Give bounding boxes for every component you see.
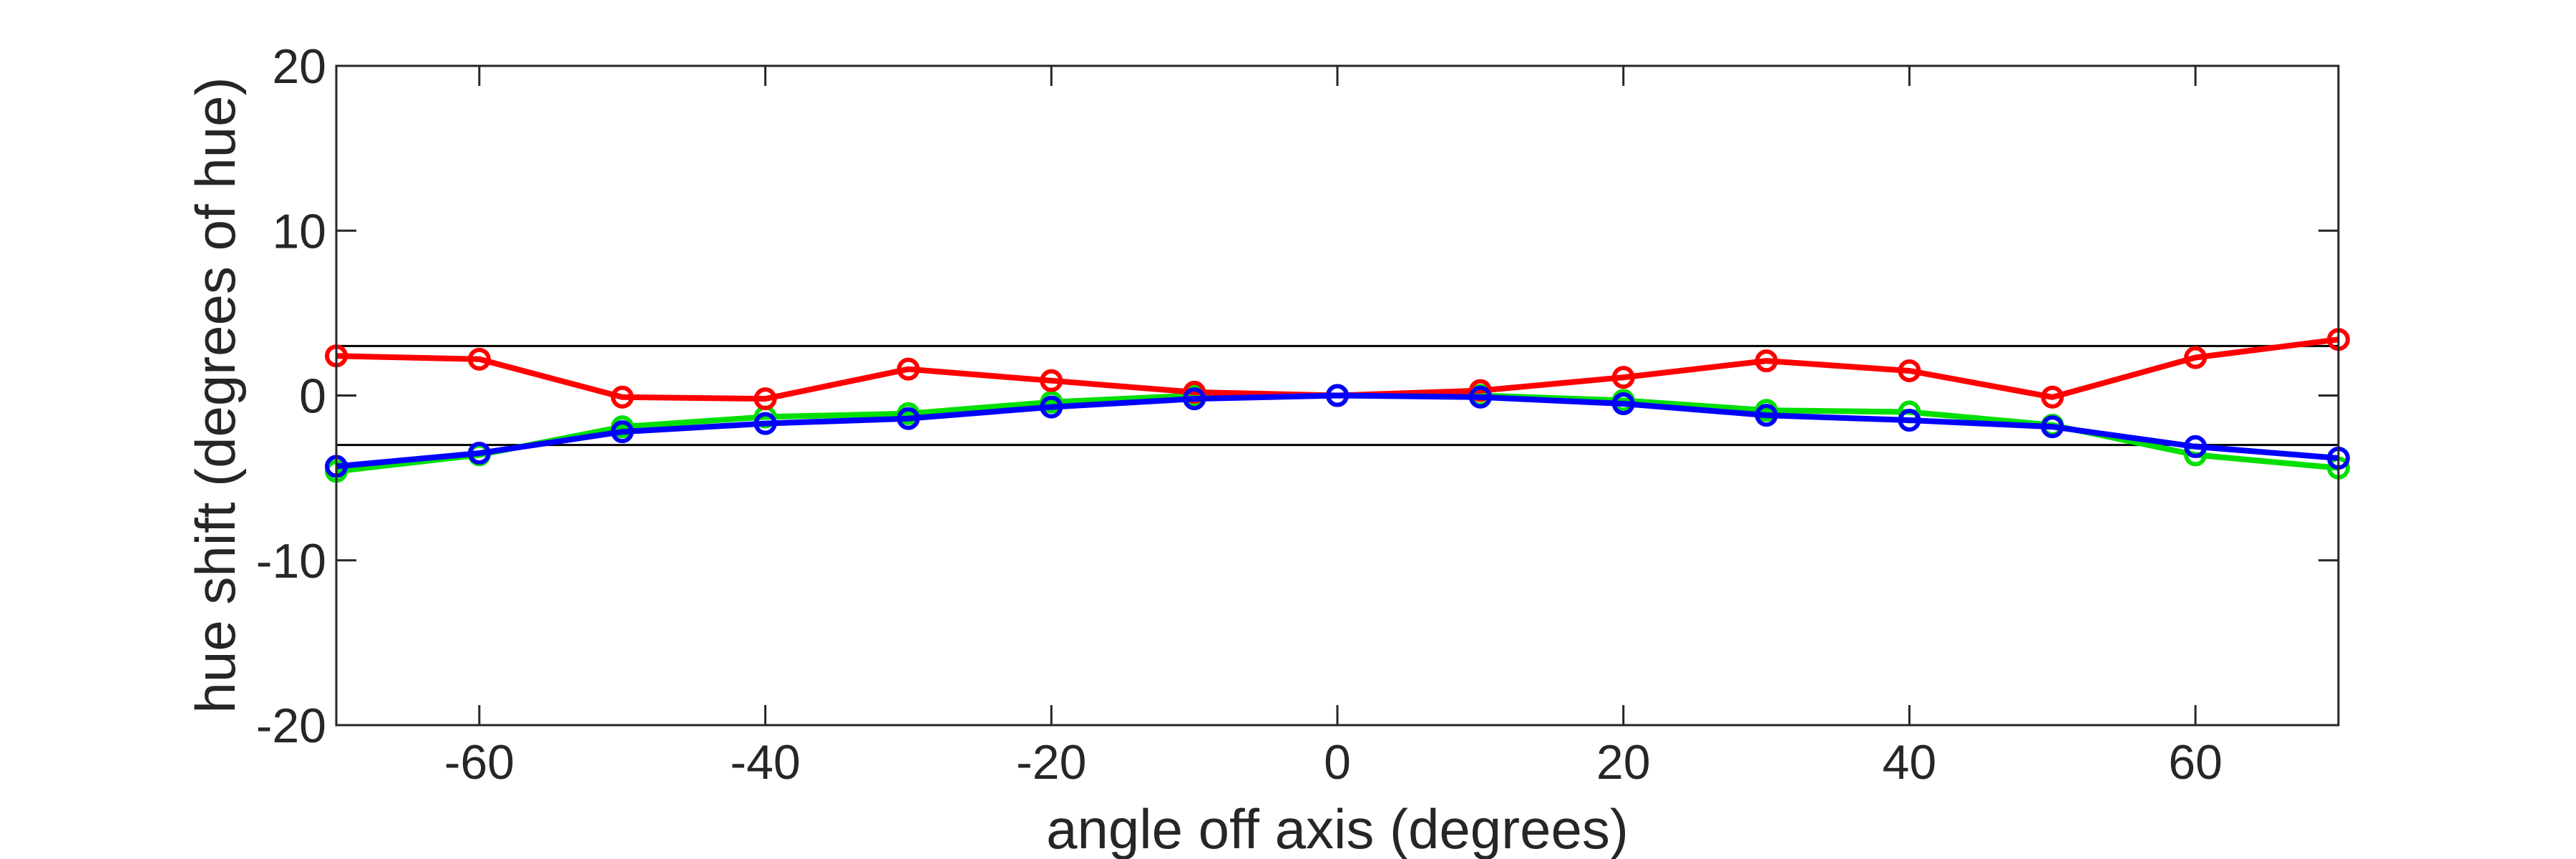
y-tick-label: 10: [272, 204, 326, 258]
data-point: [1611, 366, 1635, 389]
data-point: [753, 412, 777, 435]
ticks-layer: -60 -40 -20 0 20 40 60 -20 -10 0 10 20: [256, 39, 2338, 790]
data-point: [1755, 349, 1778, 373]
y-tick-label: 20: [272, 39, 326, 94]
data-point: [467, 347, 491, 371]
series-line: [336, 392, 2339, 470]
data-point: [2041, 415, 2064, 439]
data-point: [467, 442, 491, 465]
x-tick-label: 60: [2168, 735, 2223, 790]
x-tick-label: -60: [444, 735, 514, 790]
data-point: [2041, 385, 2064, 409]
data-point: [1468, 385, 1492, 409]
data-point: [1898, 359, 1921, 382]
y-tick-label: -20: [256, 699, 326, 753]
data-point: [1611, 392, 1635, 416]
x-tick-label: 20: [1596, 735, 1651, 790]
data-point: [1755, 404, 1778, 427]
reference-lines: [336, 344, 2338, 447]
data-point: [1183, 387, 1206, 411]
y-tick-label: -10: [256, 534, 326, 588]
x-axis-label: angle off axis (degrees): [1046, 797, 1629, 859]
data-point: [2184, 435, 2207, 458]
x-tick-label: -20: [1016, 735, 1086, 790]
data-point: [897, 407, 920, 430]
x-tick-label: -40: [730, 735, 800, 790]
y-tick-label: 0: [299, 369, 326, 424]
data-point: [1040, 395, 1063, 419]
x-tick-label: 0: [1324, 735, 1351, 790]
data-point: [1040, 369, 1063, 392]
series-layer: [325, 328, 2350, 483]
data-point: [610, 420, 634, 444]
series-2: [325, 384, 2350, 478]
y-axis-label: hue shift (degrees of hue): [184, 77, 247, 714]
data-point: [753, 387, 777, 411]
data-point: [1326, 384, 1349, 407]
data-point: [1898, 409, 1921, 432]
data-point: [897, 357, 920, 381]
data-point: [2184, 346, 2207, 369]
x-tick-label: 40: [1883, 735, 1937, 790]
data-point: [610, 385, 634, 409]
